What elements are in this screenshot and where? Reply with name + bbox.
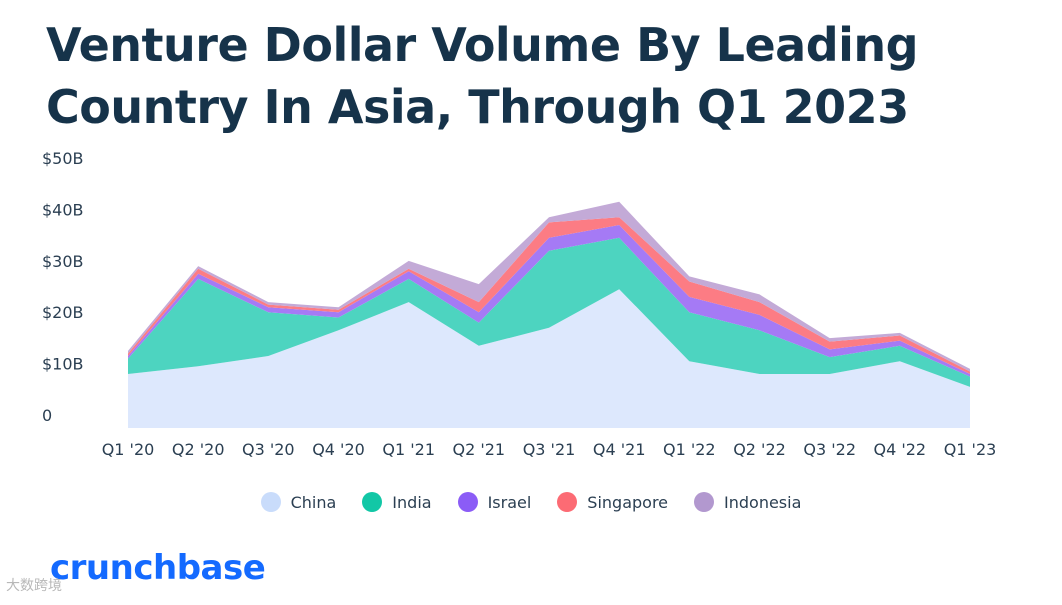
legend-item-china[interactable]: China	[260, 492, 337, 512]
legend-label-indonesia: Indonesia	[724, 492, 802, 512]
legend-swatch-china	[260, 492, 281, 512]
legend: China India Israel Singapore Indonesia	[0, 492, 1062, 512]
legend-label-china: China	[290, 492, 337, 512]
y-axis: 0 $10B $20B $30B $40B $50B	[42, 150, 84, 425]
y-tick-label: $50B	[42, 150, 84, 168]
legend-label-israel: Israel	[487, 492, 532, 512]
x-tick-label: Q1 '21	[382, 440, 435, 459]
y-tick-label: 0	[42, 406, 52, 425]
x-tick-label: Q1 '20	[102, 440, 155, 459]
y-tick-label: $20B	[42, 303, 84, 322]
x-tick-label: Q3 '21	[523, 440, 576, 459]
chart-title-line-2: Country In Asia, Through Q1 2023	[46, 80, 909, 134]
y-tick-label: $40B	[42, 200, 84, 219]
watermark: 大数跨境	[6, 578, 62, 594]
x-tick-label: Q2 '21	[452, 440, 505, 459]
crunchbase-logo[interactable]: crunchbase	[50, 548, 266, 588]
x-tick-label: Q1 '23	[944, 440, 997, 459]
chart-title-line-1: Venture Dollar Volume By Leading	[46, 18, 919, 72]
area-china[interactable]	[128, 289, 970, 428]
chart-title: Venture Dollar Volume By Leading Country…	[46, 14, 1006, 138]
legend-swatch-singapore	[557, 492, 578, 512]
x-tick-label: Q4 '20	[312, 440, 365, 459]
series-areas	[128, 201, 970, 428]
x-tick-label: Q4 '21	[593, 440, 646, 459]
legend-label-india: India	[392, 492, 432, 512]
legend-item-singapore[interactable]: Singapore	[557, 492, 668, 512]
y-tick-label: $10B	[42, 355, 84, 374]
legend-item-israel[interactable]: Israel	[457, 492, 532, 512]
x-axis: Q1 '20 Q2 '20 Q3 '20 Q4 '20 Q1 '21 Q2 '21 Q3 '…	[102, 440, 997, 459]
legend-swatch-israel	[457, 492, 478, 512]
area-chart: 0 $10B $20B $30B $40B $50B Q1 '20 Q2 '20 Q3 '20…	[42, 150, 997, 459]
legend-item-indonesia[interactable]: Indonesia	[694, 492, 801, 512]
y-tick-label: $30B	[42, 252, 84, 271]
x-tick-label: Q3 '22	[803, 440, 856, 459]
legend-item-india[interactable]: India	[362, 492, 432, 512]
legend-swatch-indonesia	[694, 492, 715, 512]
x-tick-label: Q1 '22	[663, 440, 716, 459]
legend-swatch-india	[362, 492, 383, 512]
legend-label-singapore: Singapore	[587, 492, 669, 512]
x-tick-label: Q3 '20	[242, 440, 295, 459]
x-tick-label: Q2 '20	[172, 440, 225, 459]
x-tick-label: Q4 '22	[873, 440, 926, 459]
area-india[interactable]	[128, 237, 970, 387]
x-tick-label: Q2 '22	[733, 440, 786, 459]
